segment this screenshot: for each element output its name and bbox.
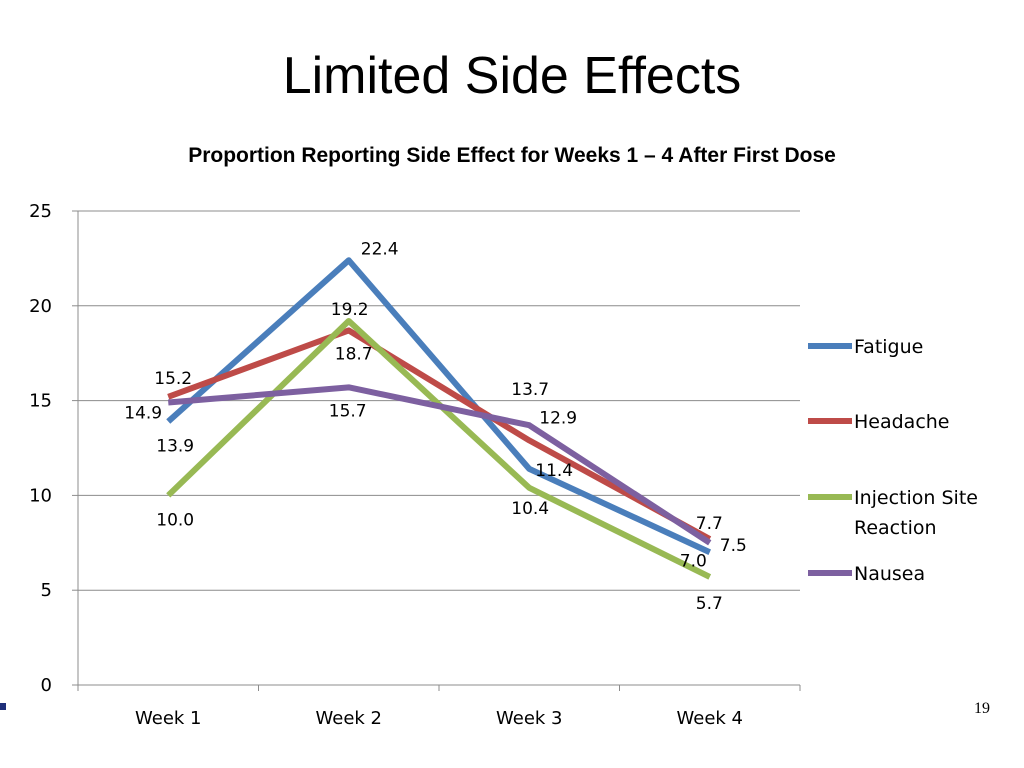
data-label: 10.4 <box>511 499 549 519</box>
data-label: 22.4 <box>361 239 399 259</box>
data-label: 19.2 <box>331 300 369 320</box>
series-line-headache <box>167 327 712 542</box>
data-label: 18.7 <box>335 344 373 364</box>
series-lines <box>166 257 712 580</box>
series-line-injection-site-reaction <box>166 317 712 580</box>
slide-corner-mark <box>0 703 6 710</box>
legend-label: Nausea <box>854 563 925 585</box>
x-tick-label: Week 1 <box>135 708 202 729</box>
y-tick-label: 5 <box>41 580 52 601</box>
legend-label: Fatigue <box>854 336 923 358</box>
x-tick-label: Week 2 <box>316 708 383 729</box>
series-line-fatigue <box>166 257 712 556</box>
data-label: 13.7 <box>511 380 549 400</box>
y-tick-labels: 0 5 10 15 20 25 <box>29 201 52 696</box>
data-label: 7.5 <box>720 536 747 556</box>
legend-label: Reaction <box>854 517 937 539</box>
legend-label: Injection Site <box>854 487 978 509</box>
data-labels: 13.9 22.4 11.4 7.0 15.2 18.7 12.9 7.7 10.0 19.2 10… <box>124 239 747 614</box>
y-tick-label: 0 <box>41 675 52 696</box>
y-tick-label: 10 <box>29 485 52 506</box>
data-label: 5.7 <box>696 594 723 614</box>
series-line-nausea <box>167 384 712 546</box>
page-number: 19 <box>974 700 990 717</box>
x-tick-labels: Week 1 Week 2 Week 3 Week 4 <box>135 708 743 729</box>
data-label: 7.0 <box>680 551 707 571</box>
data-label: 7.7 <box>696 514 723 534</box>
y-tick-label: 15 <box>29 391 52 412</box>
axes <box>72 210 801 691</box>
data-label: 13.9 <box>156 436 194 456</box>
legend: Fatigue Headache Injection Site Reaction Nau… <box>808 336 978 585</box>
legend-label: Headache <box>854 411 950 433</box>
data-label: 10.0 <box>156 510 194 530</box>
y-tick-label: 25 <box>29 201 52 222</box>
y-tick-label: 20 <box>29 296 52 317</box>
data-label: 15.2 <box>154 369 192 389</box>
data-label: 15.7 <box>329 401 367 421</box>
x-tick-label: Week 4 <box>677 708 744 729</box>
data-label: 12.9 <box>539 408 577 428</box>
gridlines <box>78 210 800 591</box>
data-label: 14.9 <box>124 403 162 423</box>
slide-title: Limited Side Effects <box>282 47 742 105</box>
chart-title: Proportion Reporting Side Effect for Wee… <box>188 144 836 167</box>
data-label: 11.4 <box>535 461 573 481</box>
x-tick-label: Week 3 <box>496 708 563 729</box>
